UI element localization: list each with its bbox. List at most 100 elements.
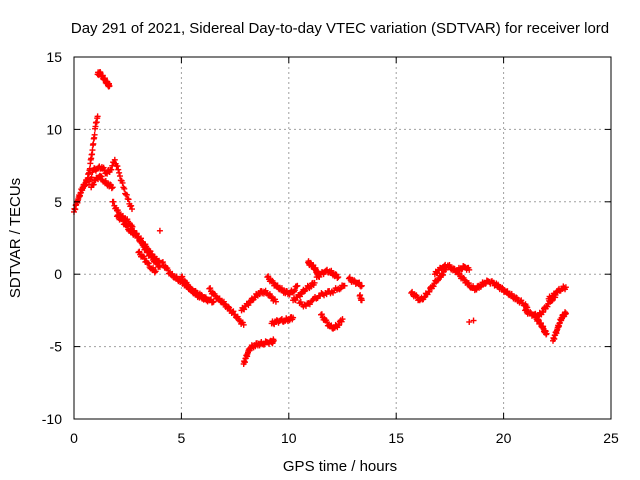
data-point — [240, 321, 247, 328]
y-tick-labels: 15 10 5 0 -5 -10 — [42, 49, 62, 427]
data-point — [434, 270, 441, 277]
x-axis-label: GPS time / hours — [283, 458, 397, 475]
y-tick-label: -5 — [50, 339, 63, 355]
data-point — [356, 279, 363, 286]
data-point — [336, 322, 343, 329]
x-tick-label: 20 — [496, 430, 512, 446]
data-point — [115, 209, 122, 216]
data-point — [465, 280, 472, 287]
data-point — [216, 295, 223, 302]
x-tick-label: 15 — [388, 430, 404, 446]
data-point — [358, 297, 365, 304]
data-point — [341, 282, 348, 289]
data-point — [272, 298, 279, 305]
plot-frame — [73, 56, 612, 420]
data-point — [456, 270, 463, 277]
data-point — [291, 287, 298, 294]
y-tick-label: -10 — [42, 411, 62, 427]
y-tick-label: 0 — [54, 266, 62, 282]
y-tick-label: 10 — [46, 121, 62, 137]
data-point — [89, 147, 96, 154]
data-point — [204, 297, 211, 304]
data-point — [179, 273, 186, 280]
x-tick-label: 10 — [281, 430, 297, 446]
data-point — [165, 267, 172, 274]
data-point — [504, 288, 511, 295]
data-point — [121, 185, 128, 192]
data-point — [109, 184, 116, 191]
data-point — [115, 166, 122, 173]
data-point — [108, 185, 115, 192]
data-point — [334, 274, 341, 281]
data-point — [241, 306, 248, 313]
data-point — [119, 217, 126, 224]
data-point — [188, 285, 195, 292]
data-point — [141, 255, 148, 262]
chart-title: Day 291 of 2021, Sidereal Day-to-day VTE… — [71, 20, 609, 37]
data-point — [128, 206, 135, 213]
data-point — [297, 299, 304, 306]
data-point — [318, 311, 325, 318]
data-point — [207, 285, 214, 292]
data-point — [339, 316, 346, 323]
data-point — [91, 131, 98, 138]
data-point — [426, 288, 433, 295]
data-point — [152, 268, 159, 275]
y-axis-label: SDTVAR / TECUs — [7, 178, 24, 298]
data-point — [184, 281, 191, 288]
data-point — [138, 235, 145, 242]
data-point — [335, 274, 342, 281]
data-point — [544, 303, 551, 310]
data-point — [108, 166, 115, 173]
data-point — [440, 271, 447, 278]
data-point — [94, 113, 101, 120]
x-tick-label: 0 — [70, 430, 78, 446]
x-tick-label: 5 — [178, 430, 186, 446]
data-point — [110, 198, 117, 205]
grid-lines — [74, 57, 611, 419]
data-point — [156, 227, 163, 234]
data-point — [270, 337, 277, 344]
data-point — [159, 259, 166, 266]
data-points — [71, 69, 569, 367]
data-point — [230, 308, 237, 315]
data-point — [114, 163, 121, 170]
data-point — [98, 173, 105, 180]
y-tick-label: 5 — [54, 194, 62, 210]
data-point — [119, 179, 126, 186]
data-point — [116, 169, 123, 176]
data-point — [100, 164, 107, 171]
data-point — [562, 310, 569, 317]
data-point — [124, 222, 131, 229]
data-point — [136, 248, 143, 255]
data-point — [129, 223, 136, 230]
data-point — [225, 303, 232, 310]
data-point — [470, 317, 477, 324]
data-point — [125, 196, 132, 203]
data-point — [290, 314, 297, 321]
data-point — [323, 291, 330, 298]
data-point — [151, 269, 158, 276]
data-point — [430, 283, 437, 290]
data-point — [116, 173, 123, 180]
data-point — [90, 140, 97, 147]
data-point — [336, 286, 343, 293]
data-point — [466, 318, 473, 325]
data-point — [540, 309, 547, 316]
data-point — [466, 266, 473, 273]
data-point — [562, 284, 569, 291]
data-point — [434, 277, 441, 284]
data-point — [128, 202, 135, 209]
data-point — [358, 282, 365, 289]
data-point — [145, 260, 152, 267]
data-point — [311, 279, 318, 286]
data-point — [123, 191, 130, 198]
data-point — [294, 282, 301, 289]
axis-ticks — [73, 56, 612, 420]
data-point — [111, 156, 118, 163]
data-point — [169, 270, 176, 277]
data-point — [435, 276, 442, 283]
x-tick-labels: 0 5 10 15 20 25 — [70, 430, 619, 446]
data-point — [265, 273, 272, 280]
data-point — [543, 330, 550, 337]
